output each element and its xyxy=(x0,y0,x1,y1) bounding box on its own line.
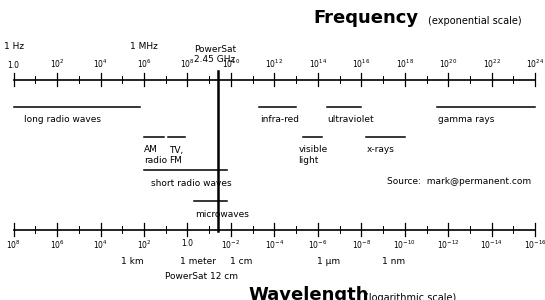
Text: 10$^{8}$: 10$^{8}$ xyxy=(180,58,195,70)
Text: 10$^{-10}$: 10$^{-10}$ xyxy=(393,238,416,251)
Text: 10$^{-16}$: 10$^{-16}$ xyxy=(524,238,545,251)
Text: 10$^{18}$: 10$^{18}$ xyxy=(396,58,414,70)
Text: microwaves: microwaves xyxy=(195,210,249,219)
Text: Wavelength: Wavelength xyxy=(248,286,368,300)
Text: 10$^{6}$: 10$^{6}$ xyxy=(137,58,152,70)
Text: 1 Hz: 1 Hz xyxy=(4,42,23,51)
Text: 10$^{-12}$: 10$^{-12}$ xyxy=(437,238,459,251)
Text: 10$^{8}$: 10$^{8}$ xyxy=(6,238,21,251)
Text: 10$^{-2}$: 10$^{-2}$ xyxy=(221,238,240,251)
Text: 10$^{16}$: 10$^{16}$ xyxy=(352,58,371,70)
Text: 10$^{20}$: 10$^{20}$ xyxy=(439,58,457,70)
Text: 10$^{14}$: 10$^{14}$ xyxy=(309,58,327,70)
Text: 10$^{-6}$: 10$^{-6}$ xyxy=(308,238,328,251)
Text: Frequency: Frequency xyxy=(313,9,419,27)
Text: 1 cm: 1 cm xyxy=(230,257,252,266)
Text: 10$^{2}$: 10$^{2}$ xyxy=(50,58,64,70)
Text: 10$^{4}$: 10$^{4}$ xyxy=(93,58,108,70)
Text: 10$^{22}$: 10$^{22}$ xyxy=(483,58,501,70)
Text: ultraviolet: ultraviolet xyxy=(328,116,374,124)
Text: PowerSat 12 cm: PowerSat 12 cm xyxy=(165,272,238,281)
Text: 10$^{-14}$: 10$^{-14}$ xyxy=(480,238,503,251)
Text: 1 km: 1 km xyxy=(122,257,144,266)
Text: gamma rays: gamma rays xyxy=(439,116,495,124)
Text: 1.0: 1.0 xyxy=(8,61,20,70)
Text: 10$^{6}$: 10$^{6}$ xyxy=(50,238,64,251)
Text: infra-red: infra-red xyxy=(261,116,299,124)
Text: short radio waves: short radio waves xyxy=(150,178,231,188)
Text: 10$^{2}$: 10$^{2}$ xyxy=(137,238,152,251)
Text: 1 nm: 1 nm xyxy=(382,257,405,266)
Text: 1.0: 1.0 xyxy=(181,238,193,247)
Text: AM
radio: AM radio xyxy=(144,146,167,165)
Text: long radio waves: long radio waves xyxy=(25,116,101,124)
Text: 10$^{12}$: 10$^{12}$ xyxy=(265,58,283,70)
Text: (logarithmic scale): (logarithmic scale) xyxy=(365,293,456,300)
Text: 10$^{-4}$: 10$^{-4}$ xyxy=(265,238,284,251)
Text: 1 MHz: 1 MHz xyxy=(130,42,158,51)
Text: x-rays: x-rays xyxy=(367,146,395,154)
Text: Source:  mark@permanent.com: Source: mark@permanent.com xyxy=(387,177,531,186)
Text: 10$^{24}$: 10$^{24}$ xyxy=(526,58,544,70)
Text: 1 meter: 1 meter xyxy=(180,257,216,266)
Text: visible
light: visible light xyxy=(298,146,328,165)
Text: 10$^{-8}$: 10$^{-8}$ xyxy=(352,238,371,251)
Text: 10$^{4}$: 10$^{4}$ xyxy=(93,238,108,251)
Text: TV,
FM: TV, FM xyxy=(169,146,183,165)
Text: 10$^{10}$: 10$^{10}$ xyxy=(222,58,240,70)
Text: PowerSat
2.45 GHz: PowerSat 2.45 GHz xyxy=(194,45,236,64)
Text: 1 μm: 1 μm xyxy=(317,257,340,266)
Text: (exponential scale): (exponential scale) xyxy=(428,16,522,26)
